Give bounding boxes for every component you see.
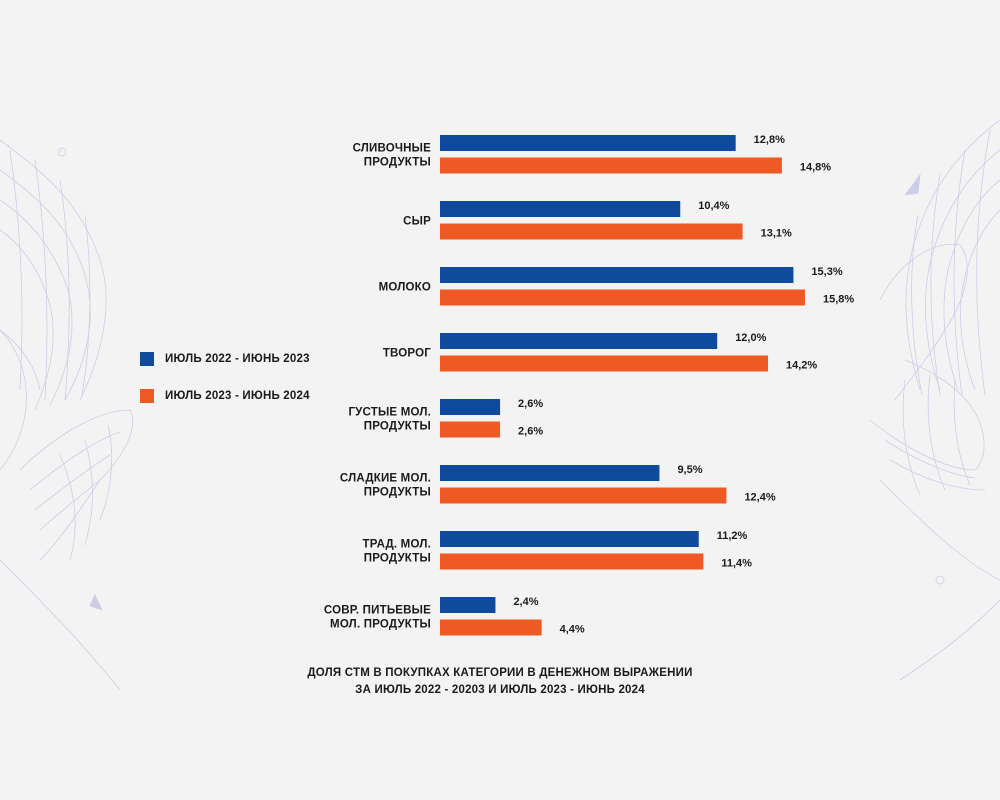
legend-label-2023: ИЮЛЬ 2022 - ИЮНЬ 2023 bbox=[165, 353, 310, 365]
bar-2023 bbox=[440, 201, 681, 217]
legend-item-2024: ИЮЛЬ 2023 - ИЮНЬ 2024 bbox=[140, 386, 310, 406]
bar-2023 bbox=[440, 333, 718, 349]
value-labels: 12,8% 14,8% 10,4% 13,1% 15,3% 15,8% 12,0% 14,2%… bbox=[513, 134, 854, 636]
hand-mesh-left-icon bbox=[0, 139, 134, 691]
value-label: 14,8% bbox=[800, 162, 831, 174]
bar-2024 bbox=[440, 619, 542, 636]
value-label: 13,1% bbox=[761, 228, 792, 240]
bar-2023 bbox=[440, 135, 736, 151]
value-label: 12,0% bbox=[735, 332, 766, 344]
value-label: 10,4% bbox=[698, 200, 729, 212]
legend-swatch-2023 bbox=[140, 352, 154, 366]
category-label: СЫР bbox=[403, 215, 431, 227]
bar-2023 bbox=[440, 399, 501, 415]
bar-2024 bbox=[440, 289, 805, 306]
value-label: 9,5% bbox=[677, 464, 702, 476]
bar-2023 bbox=[440, 465, 660, 481]
chart-caption: ДОЛЯ СТМ В ПОКУПКАХ КАТЕГОРИИ В ДЕНЕЖНОМ… bbox=[200, 665, 800, 699]
hand-mesh-right-icon bbox=[869, 119, 1000, 681]
legend: ИЮЛЬ 2022 - ИЮНЬ 2023 ИЮЛЬ 2023 - ИЮНЬ 2… bbox=[140, 349, 310, 423]
bar-2023 bbox=[440, 267, 794, 283]
bar-2024 bbox=[440, 553, 704, 570]
caption-line-2: ЗА ИЮЛЬ 2022 - 20203 И ИЮЛЬ 2023 - ИЮНЬ … bbox=[355, 684, 645, 696]
bar-2024 bbox=[440, 355, 769, 372]
category-label: МОЛОКО bbox=[379, 281, 431, 293]
value-label: 4,4% bbox=[560, 624, 585, 636]
value-label: 2,6% bbox=[518, 398, 543, 410]
bars bbox=[440, 135, 805, 636]
caption-line-1: ДОЛЯ СТМ В ПОКУПКАХ КАТЕГОРИИ В ДЕНЕЖНОМ… bbox=[307, 667, 693, 679]
value-label: 11,2% bbox=[717, 530, 748, 542]
value-label: 11,4% bbox=[721, 558, 752, 570]
legend-item-2023: ИЮЛЬ 2022 - ИЮНЬ 2023 bbox=[140, 349, 310, 369]
value-label: 12,4% bbox=[744, 492, 775, 504]
value-label: 15,8% bbox=[823, 294, 854, 306]
category-label: ТВОРОГ bbox=[383, 347, 431, 359]
legend-label-2024: ИЮЛЬ 2023 - ИЮНЬ 2024 bbox=[165, 390, 310, 402]
bar-2023 bbox=[440, 531, 699, 547]
category-label: ТРАД. МОЛ. ПРОДУКТЫ bbox=[362, 538, 431, 564]
value-label: 12,8% bbox=[754, 134, 785, 146]
value-label: 2,4% bbox=[513, 596, 538, 608]
category-labels: СЛИВОЧНЫЕ ПРОДУКТЫ СЫР МОЛОКО ТВОРОГ ГУСТЫЕ М… bbox=[324, 142, 431, 630]
category-label: СОВР. ПИТЬЕВЫЕ МОЛ. ПРОДУКТЫ bbox=[324, 604, 431, 630]
value-label: 14,2% bbox=[786, 360, 817, 372]
value-label: 15,3% bbox=[811, 266, 842, 278]
legend-swatch-2024 bbox=[140, 389, 154, 403]
bar-2024 bbox=[440, 487, 727, 504]
bar-2024 bbox=[440, 421, 501, 438]
bar-2024 bbox=[440, 157, 782, 174]
category-label: СЛАДКИЕ МОЛ. ПРОДУКТЫ bbox=[340, 472, 431, 498]
value-label: 2,6% bbox=[518, 426, 543, 438]
category-label: СЛИВОЧНЫЕ ПРОДУКТЫ bbox=[353, 142, 432, 168]
category-label: ГУСТЫЕ МОЛ. ПРОДУКТЫ bbox=[348, 406, 431, 432]
bar-2023 bbox=[440, 597, 496, 613]
bar-2024 bbox=[440, 223, 743, 240]
